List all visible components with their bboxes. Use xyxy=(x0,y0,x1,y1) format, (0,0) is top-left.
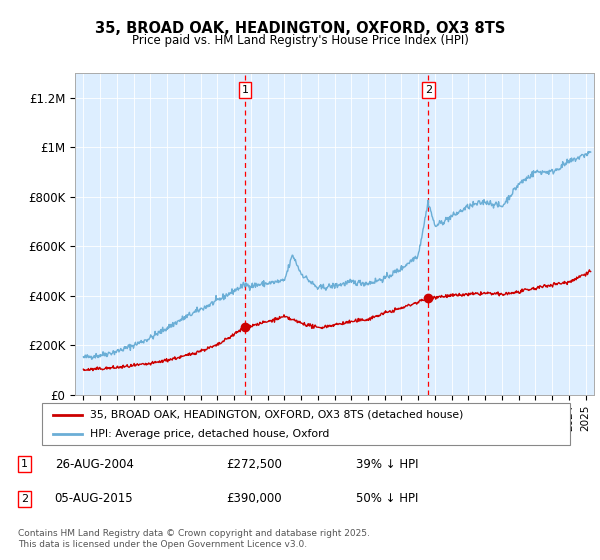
Text: 1: 1 xyxy=(241,85,248,95)
Text: £390,000: £390,000 xyxy=(227,492,283,505)
Text: 26-AUG-2004: 26-AUG-2004 xyxy=(55,458,134,471)
Text: Contains HM Land Registry data © Crown copyright and database right 2025.
This d: Contains HM Land Registry data © Crown c… xyxy=(18,529,370,549)
Text: HPI: Average price, detached house, Oxford: HPI: Average price, detached house, Oxfo… xyxy=(89,429,329,439)
Text: £272,500: £272,500 xyxy=(227,458,283,471)
Text: 35, BROAD OAK, HEADINGTON, OXFORD, OX3 8TS: 35, BROAD OAK, HEADINGTON, OXFORD, OX3 8… xyxy=(95,21,505,36)
Text: 1: 1 xyxy=(21,459,28,469)
Text: 05-AUG-2015: 05-AUG-2015 xyxy=(55,492,133,505)
Text: 2: 2 xyxy=(425,85,432,95)
Text: 2: 2 xyxy=(21,494,28,504)
Text: 35, BROAD OAK, HEADINGTON, OXFORD, OX3 8TS (detached house): 35, BROAD OAK, HEADINGTON, OXFORD, OX3 8… xyxy=(89,409,463,419)
Text: Price paid vs. HM Land Registry's House Price Index (HPI): Price paid vs. HM Land Registry's House … xyxy=(131,34,469,46)
Text: 50% ↓ HPI: 50% ↓ HPI xyxy=(356,492,419,505)
Text: 39% ↓ HPI: 39% ↓ HPI xyxy=(356,458,419,471)
